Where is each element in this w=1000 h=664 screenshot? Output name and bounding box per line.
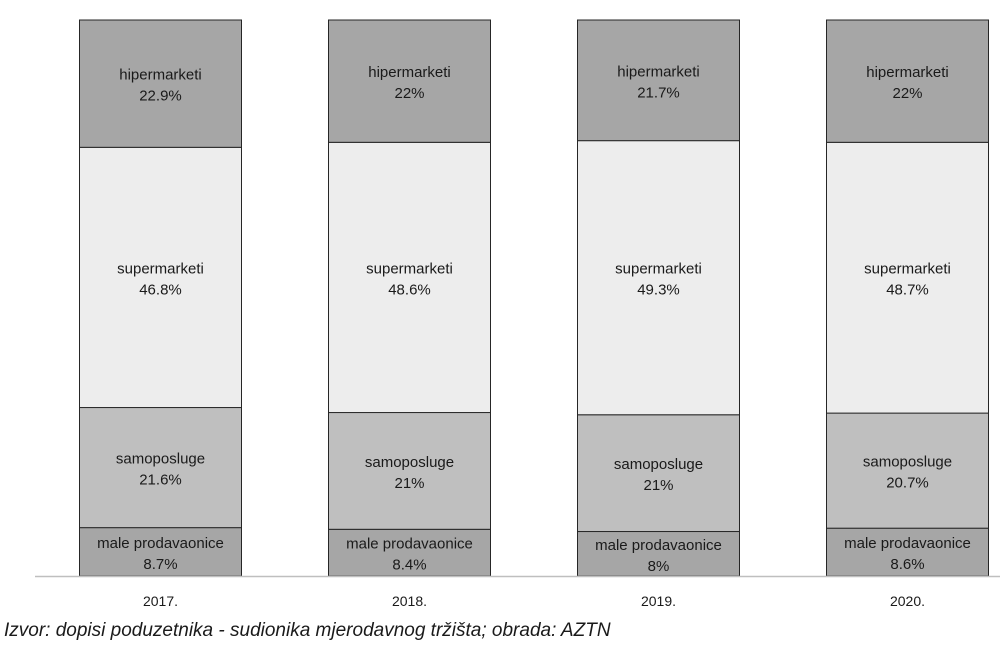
x-tick-label: 2018. — [392, 593, 427, 609]
x-tick-label: 2020. — [890, 593, 925, 609]
data-label: 8.4% — [392, 557, 426, 574]
data-label: 8% — [648, 558, 670, 575]
segment-series-label: male prodavaonice — [595, 537, 722, 554]
bar-group-2017: male prodavaonice 8.7% samoposluge 21.6% sup… — [79, 19, 242, 577]
bar-group-2018: male prodavaonice 8.4% samoposluge 21% super… — [328, 19, 491, 577]
data-label: 21.6% — [139, 472, 182, 489]
data-label: 48.7% — [886, 282, 929, 299]
bar-segment — [79, 527, 242, 577]
x-tick-label: 2017. — [143, 593, 178, 609]
bar-segment — [328, 412, 491, 530]
segment-series-label: male prodavaonice — [97, 535, 224, 552]
data-label: 8.6% — [890, 556, 924, 573]
segment-series-label: samoposluge — [863, 454, 952, 471]
segment-series-label: supermarketi — [117, 260, 204, 277]
segment-series-label: hipermarketi — [368, 64, 451, 81]
data-label: 46.8% — [139, 281, 182, 298]
bar-segment — [577, 140, 740, 416]
segment-series-label: male prodavaonice — [844, 535, 971, 552]
chart-svg: male prodavaonice 8.7% samoposluge 21.6% sup… — [35, 19, 1000, 609]
segment-series-label: samoposluge — [614, 456, 703, 473]
bar-segment — [328, 141, 491, 414]
data-label: 21% — [394, 475, 424, 492]
data-label: 22% — [394, 85, 424, 102]
data-label: 22% — [892, 85, 922, 102]
bar-group-2019: male prodavaonice 8% samoposluge 21% superma… — [577, 19, 740, 577]
bar-segment — [826, 19, 989, 143]
data-label: 20.7% — [886, 475, 929, 492]
data-label: 21.7% — [637, 84, 680, 101]
segment-series-label: hipermarketi — [617, 63, 700, 80]
segment-series-label: hipermarketi — [119, 67, 202, 84]
bar-segment — [79, 19, 242, 148]
data-label: 21% — [643, 477, 673, 494]
bar-segment — [328, 19, 491, 143]
data-label: 48.6% — [388, 281, 431, 298]
segment-series-label: samoposluge — [365, 454, 454, 471]
data-label: 8.7% — [143, 556, 177, 573]
source-note: Izvor: dopisi poduzetnika - sudionika mj… — [4, 620, 611, 641]
data-label: 49.3% — [637, 282, 680, 299]
segment-series-label: supermarketi — [864, 261, 951, 278]
segment-series-label: samoposluge — [116, 451, 205, 468]
bar-segment — [577, 414, 740, 533]
data-label: 22.9% — [139, 88, 182, 105]
bar-segment — [79, 407, 242, 529]
segment-series-label: hipermarketi — [866, 64, 949, 81]
segment-series-label: supermarketi — [366, 260, 453, 277]
segment-series-label: supermarketi — [615, 261, 702, 278]
bar-group-2020: male prodavaonice 8.6% samoposluge 20.7% sup… — [826, 19, 989, 577]
x-tick-label: 2019. — [641, 593, 676, 609]
segment-series-label: male prodavaonice — [346, 536, 473, 553]
bar-segment — [826, 527, 989, 577]
bar-segment — [328, 528, 491, 577]
bar-segment — [826, 141, 989, 414]
bar-segment — [577, 19, 740, 142]
